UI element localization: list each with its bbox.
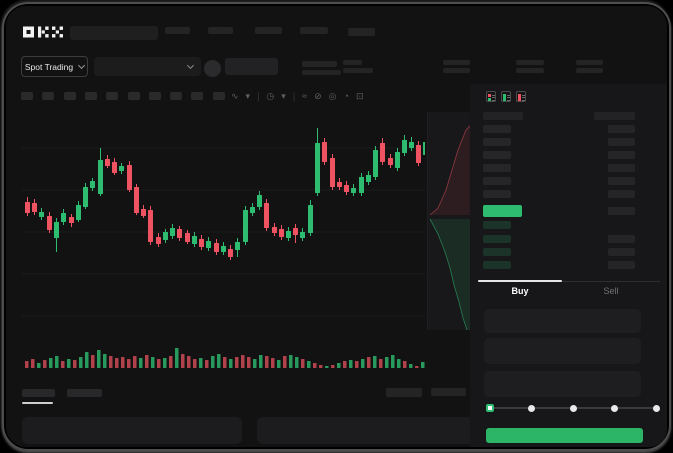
bottom-tab-placeholder[interactable] bbox=[22, 389, 55, 397]
nav-item-placeholder[interactable] bbox=[348, 28, 375, 36]
compare-icon[interactable]: ⊘ bbox=[314, 91, 322, 101]
tab-sell[interactable]: Sell bbox=[603, 286, 619, 296]
orderbook-ask-row[interactable] bbox=[483, 138, 511, 146]
orderbook-col-header-placeholder bbox=[594, 112, 635, 120]
orders-panel-placeholder bbox=[22, 417, 242, 444]
stat-value-placeholder bbox=[516, 68, 544, 73]
toolbar-chip-placeholder[interactable] bbox=[170, 92, 182, 100]
toolbar-chip-placeholder[interactable] bbox=[191, 92, 203, 100]
tab-buy[interactable]: Buy bbox=[511, 286, 529, 296]
stat-label-placeholder bbox=[576, 60, 603, 65]
depth-chart bbox=[429, 117, 478, 330]
orderbook-amount-placeholder bbox=[608, 261, 635, 269]
nav-item-placeholder[interactable] bbox=[255, 27, 282, 34]
stat-value-placeholder bbox=[343, 68, 373, 73]
orderbook-bid-row[interactable] bbox=[483, 221, 511, 229]
slider-stop[interactable] bbox=[611, 405, 619, 412]
stat-value-placeholder bbox=[443, 68, 470, 73]
orderbook-amount-placeholder bbox=[608, 248, 635, 256]
orderbook-amount-placeholder bbox=[608, 138, 635, 146]
toolbar-chip-placeholder[interactable] bbox=[213, 92, 225, 100]
orderbook-amount-placeholder bbox=[608, 235, 635, 243]
orderbook-amount-placeholder bbox=[608, 190, 635, 198]
stat-label-placeholder bbox=[343, 60, 362, 65]
orderbook-amount-placeholder bbox=[608, 177, 635, 185]
price-placeholder bbox=[225, 58, 278, 75]
toolbar-chip-placeholder[interactable] bbox=[106, 92, 118, 100]
stat-value-placeholder bbox=[576, 68, 603, 73]
orderbook-bid-row[interactable] bbox=[483, 248, 511, 256]
stat-label-placeholder bbox=[443, 60, 470, 65]
orders-panel-placeholder bbox=[257, 417, 474, 444]
okx-logo bbox=[23, 26, 63, 38]
total-input-placeholder[interactable] bbox=[484, 371, 641, 397]
divider: | bbox=[292, 91, 296, 101]
chart-toolbar-icons: ∿ ▾ | ◷ ▾ | ≈ ⊘ ◎ ◔ ⊡ bbox=[231, 89, 396, 103]
interval-icon[interactable]: ◷ bbox=[266, 91, 275, 101]
amount-input-placeholder[interactable] bbox=[484, 338, 641, 364]
toolbar-chip-placeholder[interactable] bbox=[128, 92, 140, 100]
nav-item-placeholder[interactable] bbox=[208, 27, 233, 34]
slider-stop[interactable] bbox=[653, 405, 660, 412]
market-type-selector[interactable]: Spot Trading bbox=[21, 56, 88, 77]
toolbar-chip-placeholder[interactable] bbox=[21, 92, 33, 100]
chevron-down-icon bbox=[186, 61, 195, 70]
active-tab-underline bbox=[22, 402, 53, 404]
line-style-icon[interactable]: ∿ bbox=[231, 91, 239, 101]
toolbar-chip-placeholder[interactable] bbox=[42, 92, 54, 100]
chevron-down-icon[interactable]: ▾ bbox=[281, 91, 286, 101]
stat-label-placeholder bbox=[516, 60, 544, 65]
candlestick-chart[interactable] bbox=[22, 108, 425, 372]
buy-submit-button[interactable] bbox=[486, 428, 643, 443]
change-placeholder bbox=[302, 61, 337, 67]
orderbook-asks-icon[interactable] bbox=[516, 91, 526, 102]
pair-avatar bbox=[204, 60, 221, 77]
nav-item-placeholder[interactable] bbox=[300, 27, 328, 34]
slider-handle[interactable] bbox=[486, 404, 494, 412]
pair-selector[interactable] bbox=[94, 57, 201, 76]
nav-item-placeholder[interactable] bbox=[165, 27, 190, 34]
toolbar-chip-placeholder[interactable] bbox=[85, 92, 97, 100]
toolbar-chip-placeholder[interactable] bbox=[149, 92, 161, 100]
orderbook-bids-icon[interactable] bbox=[501, 91, 511, 102]
change-placeholder bbox=[302, 70, 341, 75]
fullscreen-icon[interactable]: ⊡ bbox=[355, 91, 364, 101]
tab-divider bbox=[478, 281, 660, 282]
price-input-placeholder[interactable] bbox=[484, 309, 641, 333]
chevron-down-icon bbox=[78, 61, 86, 70]
orderbook-ask-row[interactable] bbox=[483, 177, 511, 185]
last-price-highlight[interactable] bbox=[483, 205, 522, 217]
toolbar-chip-placeholder[interactable] bbox=[64, 92, 76, 100]
orderbook-amount-placeholder bbox=[608, 164, 635, 172]
active-tab-indicator bbox=[478, 280, 562, 282]
orderbook-combined-icon[interactable] bbox=[486, 91, 496, 102]
history-icon[interactable]: ◔ bbox=[343, 91, 349, 101]
market-type-label: Spot Trading bbox=[24, 61, 74, 72]
orderbook-ask-row[interactable] bbox=[483, 125, 511, 133]
depth-panel[interactable] bbox=[427, 112, 478, 330]
orderbook-amount-placeholder bbox=[608, 151, 635, 159]
orderbook-amount-placeholder bbox=[608, 207, 635, 215]
divider: | bbox=[257, 91, 260, 101]
orderbook-ask-row[interactable] bbox=[483, 190, 511, 198]
bottom-tab-placeholder[interactable] bbox=[67, 389, 102, 397]
indicators-icon[interactable]: ≈ bbox=[302, 91, 308, 101]
nav-menu-placeholder[interactable] bbox=[70, 26, 158, 40]
bottom-action-placeholder[interactable] bbox=[431, 388, 466, 396]
orderbook-col-header-placeholder bbox=[483, 112, 523, 120]
orderbook-amount-placeholder bbox=[608, 125, 635, 133]
slider-stop[interactable] bbox=[527, 405, 535, 412]
bottom-action-placeholder[interactable] bbox=[386, 388, 422, 397]
orderbook-ask-row[interactable] bbox=[483, 164, 511, 172]
camera-icon[interactable]: ◎ bbox=[328, 91, 337, 101]
orderbook-bid-row[interactable] bbox=[483, 261, 511, 269]
orderbook-bid-row[interactable] bbox=[483, 235, 511, 243]
slider-stop[interactable] bbox=[569, 405, 577, 412]
orderbook-ask-row[interactable] bbox=[483, 151, 511, 159]
chevron-down-icon[interactable]: ▾ bbox=[245, 91, 251, 101]
